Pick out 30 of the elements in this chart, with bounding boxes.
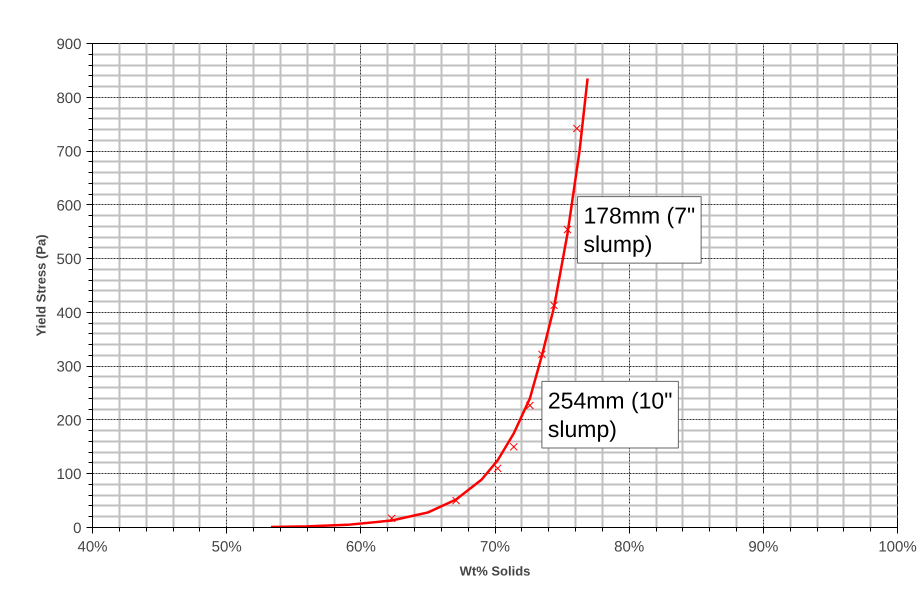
x-tick-label: 40% — [77, 538, 108, 556]
x-axis-title: Wt% Solids — [460, 564, 530, 578]
x-tick-label: 60% — [346, 538, 376, 556]
point — [452, 496, 460, 505]
x-tick-label: 100% — [878, 538, 917, 556]
y-tick-label: 0 — [73, 520, 82, 537]
x-tick-label: 80% — [614, 538, 644, 556]
point — [563, 226, 572, 234]
y-tick-label: 200 — [56, 412, 82, 430]
x-tick-label: 90% — [748, 538, 778, 556]
point — [510, 442, 518, 451]
y-tick-label: 900 — [56, 36, 82, 53]
point — [388, 514, 396, 522]
point — [538, 350, 546, 358]
point — [494, 464, 502, 472]
annotation: 178mm (7" slump) — [583, 202, 696, 258]
x-tick-label: 70% — [480, 538, 510, 556]
y-tick-label: 500 — [56, 251, 82, 268]
y-tick-label: 700 — [56, 144, 82, 161]
x-tick-label: 50% — [212, 538, 242, 556]
point — [550, 301, 558, 310]
point — [526, 401, 534, 410]
point — [572, 124, 581, 133]
y-tick-label: 800 — [56, 90, 82, 107]
annotation: 254mm (10" slump) — [548, 387, 672, 442]
y-tick-label: 100 — [56, 466, 82, 484]
y-tick-label: 600 — [56, 197, 82, 214]
y-tick-label: 300 — [56, 358, 82, 376]
y-tick-label: 400 — [56, 304, 82, 322]
y-axis-title: Yield Stress (Pa) — [33, 234, 48, 337]
